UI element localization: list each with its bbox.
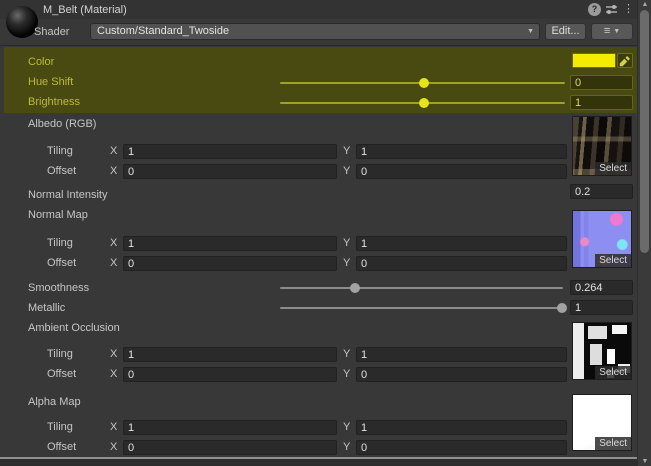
alpha-tiling-x-field[interactable] [123,420,337,435]
presets-icon-glyph [606,5,617,14]
panel-splitter[interactable] [0,457,637,459]
brightness-slider[interactable] [280,95,567,110]
shader-label: Shader [34,26,70,38]
hue-shift-slider-knob[interactable] [418,77,429,88]
hue-shift-label: Hue Shift [28,76,74,88]
normal-offset-y-field[interactable] [356,256,567,271]
albedo-texture-thumbnail[interactable]: Select [572,116,632,176]
x-axis-label: X [110,165,118,177]
scroll-down-icon[interactable]: ▼ [641,458,649,465]
kebab-menu-icon[interactable]: ⋮ [623,3,634,15]
color-label: Color [28,56,55,68]
albedo-offset-y-field[interactable] [356,164,567,179]
alpha-map-label: Alpha Map [28,396,81,408]
albedo-label: Albedo (RGB) [28,118,97,130]
material-preview-sphere [6,6,38,38]
normal-tiling-x-field[interactable] [123,236,337,251]
brightness-value-field[interactable] [570,95,633,110]
header-divider [0,45,637,46]
normal-tiling-y-field[interactable] [356,236,567,251]
shader-dropdown[interactable]: Custom/Standard_Twoside ▼ [90,23,540,40]
ao-tiling-y-field[interactable] [356,347,567,362]
ao-offset-label: Offset [47,368,77,380]
alpha-offset-y-field[interactable] [356,440,567,455]
normal-intensity-field[interactable] [570,184,633,199]
alpha-map-select-button[interactable]: Select [595,437,631,450]
ambient-occlusion-label: Ambient Occlusion [28,322,120,334]
smoothness-slider-knob[interactable] [350,282,361,293]
inspector-titlebar [0,0,637,19]
x-axis-label: X [110,348,118,360]
y-axis-label: Y [343,165,351,177]
y-axis-label: Y [343,441,351,453]
ambient-occlusion-select-button[interactable]: Select [595,366,631,379]
ao-tiling-x-field[interactable] [123,347,337,362]
normal-offset-x-field[interactable] [123,256,337,271]
color-swatch[interactable] [572,53,616,68]
metallic-value-field[interactable] [570,300,633,315]
smoothness-value-field[interactable] [570,280,633,295]
normal-intensity-label: Normal Intensity [28,189,108,201]
metallic-label: Metallic [28,302,66,314]
x-axis-label: X [110,257,118,269]
normal-offset-label: Offset [47,257,77,269]
hue-shift-value-field[interactable] [570,75,633,90]
material-title: M_Belt (Material) [43,4,127,16]
alpha-tiling-y-field[interactable] [356,420,567,435]
y-axis-label: Y [343,257,351,269]
ao-offset-x-field[interactable] [123,367,337,382]
albedo-select-button[interactable]: Select [595,162,631,175]
smoothness-label: Smoothness [28,282,90,294]
x-axis-label: X [110,368,118,380]
brightness-label: Brightness [28,96,80,108]
ao-offset-y-field[interactable] [356,367,567,382]
x-axis-label: X [110,441,118,453]
y-axis-label: Y [343,421,351,433]
x-axis-label: X [110,421,118,433]
list-icon: ≡ [603,25,611,37]
material-options-button[interactable]: ≡ ▼ [591,23,633,40]
albedo-tiling-y-field[interactable] [356,144,567,159]
ambient-occlusion-texture-thumbnail[interactable]: Select [572,322,632,380]
brightness-slider-knob[interactable] [418,97,429,108]
alpha-map-texture-thumbnail[interactable]: Select [572,394,632,451]
bottom-panel-edge [0,459,637,466]
albedo-tiling-x-field[interactable] [123,144,337,159]
eyedropper-button[interactable] [617,53,633,68]
metallic-slider-knob[interactable] [557,302,568,313]
hue-shift-slider[interactable] [280,75,567,90]
albedo-offset-label: Offset [47,165,77,177]
normal-map-texture-thumbnail[interactable]: Select [572,210,632,268]
chevron-down-icon: ▼ [613,28,621,35]
albedo-tiling-label: Tiling [47,145,73,157]
alpha-tiling-label: Tiling [47,421,73,433]
normal-map-label: Normal Map [28,209,88,221]
shader-dropdown-value: Custom/Standard_Twoside [97,25,230,37]
x-axis-label: X [110,237,118,249]
metallic-slider-track[interactable] [280,307,563,309]
eyedropper-icon [619,56,630,67]
y-axis-label: Y [343,348,351,360]
vertical-scrollbar[interactable]: ▲ ▼ [637,0,651,466]
y-axis-label: Y [343,237,351,249]
metallic-slider[interactable] [280,300,568,315]
x-axis-label: X [110,145,118,157]
alpha-offset-x-field[interactable] [123,440,337,455]
chevron-down-icon: ▼ [527,28,534,35]
albedo-offset-x-field[interactable] [123,164,337,179]
help-icon[interactable]: ? [588,3,601,16]
ao-tiling-label: Tiling [47,348,73,360]
y-axis-label: Y [343,368,351,380]
smoothness-slider-track[interactable] [280,287,563,289]
smoothness-slider[interactable] [280,280,565,295]
presets-icon[interactable] [605,3,618,16]
y-axis-label: Y [343,145,351,157]
scroll-up-icon[interactable]: ▲ [641,1,649,8]
edit-shader-button[interactable]: Edit... [545,23,586,40]
scrollbar-thumb[interactable] [640,10,649,253]
alpha-offset-label: Offset [47,441,77,453]
normal-tiling-label: Tiling [47,237,73,249]
normal-map-select-button[interactable]: Select [595,254,631,267]
